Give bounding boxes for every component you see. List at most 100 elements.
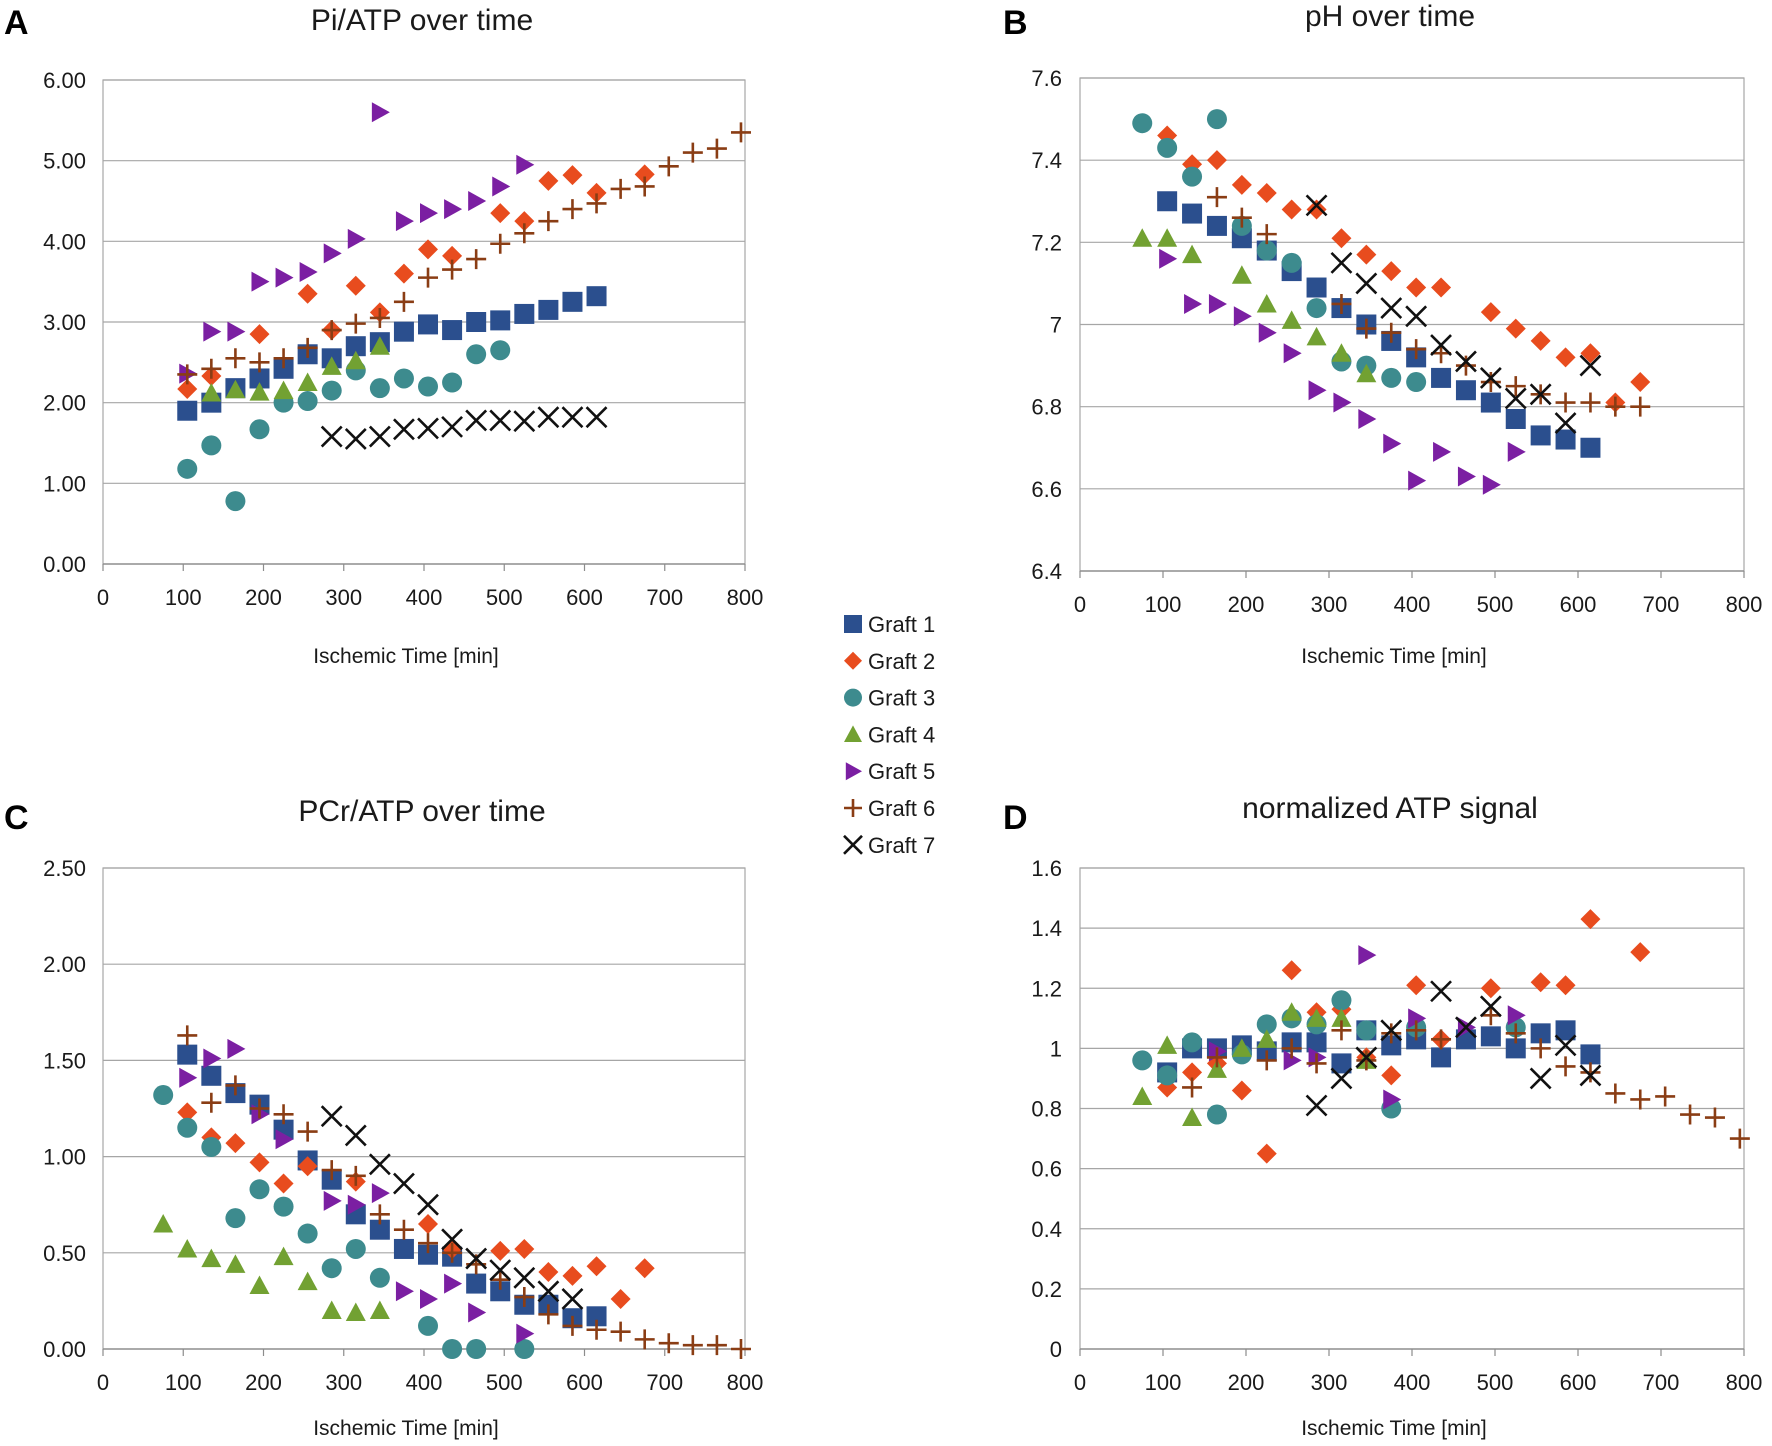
data-point <box>1579 354 1602 377</box>
data-point <box>227 1038 246 1059</box>
data-point <box>369 378 390 399</box>
data-point <box>1256 183 1277 204</box>
data-point <box>1157 137 1178 158</box>
data-point <box>225 348 246 369</box>
data-point <box>466 1273 487 1294</box>
legend-item: Graft 1 <box>844 612 935 637</box>
data-point <box>1530 1023 1551 1044</box>
data-point <box>1159 248 1178 269</box>
x-tick-label-b: 700 <box>1643 592 1680 617</box>
data-point <box>225 1254 246 1273</box>
data-point <box>1182 1077 1203 1098</box>
data-point <box>393 418 415 441</box>
data-point <box>225 1075 246 1096</box>
data-point <box>297 391 318 412</box>
x-tick-label-a: 500 <box>486 585 523 610</box>
data-point <box>1580 909 1601 930</box>
y-tick-label-b: 6.8 <box>1031 395 1062 420</box>
data-point <box>538 211 559 232</box>
data-point <box>297 283 318 304</box>
legend-marker-icon <box>844 688 862 707</box>
y-tick-label-b: 7.2 <box>1031 230 1062 255</box>
data-point <box>273 348 294 369</box>
y-tick-label-b: 6.4 <box>1031 559 1062 584</box>
x-tick-label-b: 300 <box>1311 592 1348 617</box>
data-point <box>321 356 342 375</box>
legend-item: Graft 2 <box>844 649 935 674</box>
data-point <box>1408 470 1427 491</box>
data-point <box>420 1288 439 1309</box>
data-point <box>153 1085 174 1106</box>
chart-title-a: Pi/ATP over time <box>311 4 533 37</box>
data-point <box>465 1247 488 1270</box>
data-point <box>1206 1059 1227 1078</box>
x-tick-label-a: 800 <box>727 585 764 610</box>
legend-label: Graft 3 <box>868 686 935 711</box>
series-graft-7-a <box>320 406 608 450</box>
data-point <box>468 191 487 211</box>
data-point <box>417 417 439 440</box>
data-point <box>586 286 607 307</box>
data-point <box>153 1213 174 1233</box>
series-graft-2-b <box>1157 125 1651 413</box>
data-point <box>1331 343 1352 362</box>
data-point <box>585 406 608 429</box>
data-point <box>465 409 488 432</box>
y-tick-label-d: 0.4 <box>1031 1217 1062 1242</box>
y-tick-label-b: 7.4 <box>1031 148 1062 173</box>
data-point <box>561 1288 584 1310</box>
data-point <box>1507 1005 1526 1026</box>
x-tick-label-b: 600 <box>1560 592 1597 617</box>
data-point <box>1580 437 1601 458</box>
data-point <box>345 1302 366 1321</box>
data-point <box>730 1339 751 1359</box>
data-point <box>468 1302 487 1323</box>
data-point <box>393 263 414 284</box>
data-point <box>1132 228 1153 247</box>
data-point <box>1554 412 1577 435</box>
data-point <box>1356 318 1377 339</box>
data-point <box>177 364 198 385</box>
data-point <box>420 203 439 224</box>
data-point <box>395 1281 414 1302</box>
data-point <box>490 310 511 331</box>
data-point <box>418 1244 439 1265</box>
data-point <box>395 211 414 232</box>
data-point <box>1580 392 1601 413</box>
data-point <box>1355 1046 1378 1069</box>
data-point <box>1383 1089 1402 1110</box>
x-tick-label-a: 200 <box>245 585 282 610</box>
data-point <box>538 299 559 320</box>
data-point <box>273 1104 294 1125</box>
series-graft-5-a <box>179 102 535 384</box>
y-tick-label-c: 1.00 <box>43 1145 86 1170</box>
y-tick-label-c: 0.00 <box>43 1337 86 1362</box>
data-point <box>1381 1035 1402 1056</box>
data-point <box>393 1219 414 1240</box>
data-point <box>299 261 318 282</box>
legend-marker-icon <box>843 834 863 855</box>
x-tick-label-d: 400 <box>1394 1370 1431 1395</box>
data-point <box>538 170 559 191</box>
y-tick-label-d: 1 <box>1050 1036 1062 1061</box>
data-point <box>225 491 246 512</box>
panel-letter-b: B <box>1003 4 1028 42</box>
data-point <box>249 368 270 389</box>
data-point <box>490 340 511 361</box>
x-tick-label-b: 400 <box>1394 592 1431 617</box>
data-point <box>249 1275 270 1295</box>
data-point <box>1333 392 1352 413</box>
x-axis-label-c: Ischemic Time [min] <box>313 1417 499 1440</box>
data-point <box>1331 228 1352 249</box>
legend-label: Graft 7 <box>868 833 935 858</box>
data-point <box>1381 322 1402 343</box>
data-point <box>658 156 679 177</box>
data-point <box>1356 363 1377 383</box>
data-point <box>490 233 511 254</box>
data-point <box>634 164 655 185</box>
data-point <box>1555 347 1576 368</box>
data-point <box>251 271 270 292</box>
data-point <box>418 239 439 260</box>
data-point <box>1283 1050 1302 1071</box>
y-tick-label-a: 4.00 <box>43 229 86 254</box>
